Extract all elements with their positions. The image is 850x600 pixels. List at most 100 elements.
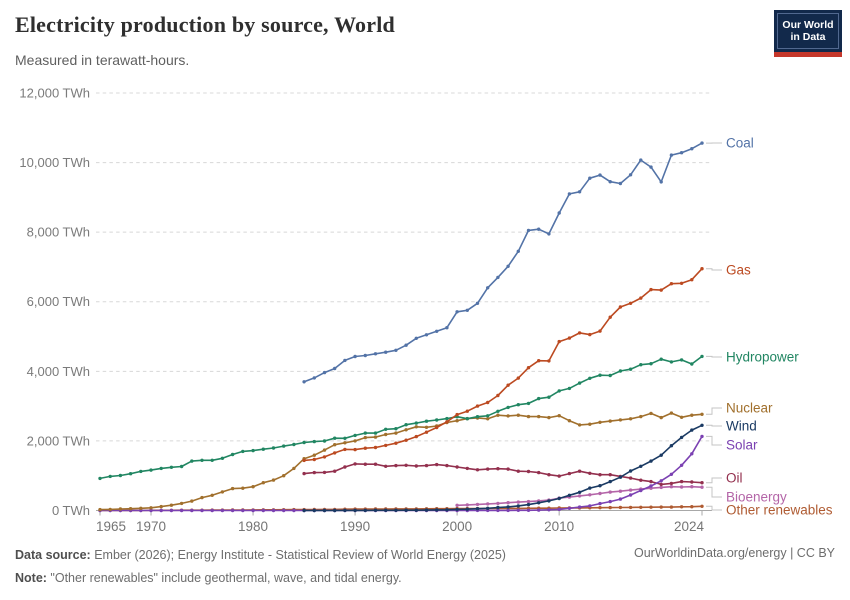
point-coal bbox=[312, 376, 316, 380]
point-wind bbox=[679, 435, 684, 440]
point-solar bbox=[241, 508, 245, 513]
point-wind bbox=[547, 499, 551, 503]
point-solar bbox=[220, 508, 225, 513]
line-hydropower[interactable] bbox=[99, 355, 703, 480]
point-oil bbox=[690, 480, 694, 484]
owid-logo-line1: Our World bbox=[782, 19, 834, 31]
point-hydropower bbox=[465, 417, 469, 421]
point-hydropower bbox=[414, 421, 418, 425]
point-oil bbox=[659, 482, 663, 487]
point-gas bbox=[577, 331, 582, 335]
point-bioenergy bbox=[577, 494, 582, 498]
line-oil[interactable] bbox=[303, 463, 703, 486]
legend-label-wind[interactable]: Wind bbox=[726, 419, 757, 434]
legend-label-other-renewables[interactable]: Other renewables bbox=[726, 503, 833, 518]
legend-label-bioenergy[interactable]: Bioenergy bbox=[726, 490, 787, 505]
point-nuclear bbox=[547, 415, 551, 420]
point-oil bbox=[577, 469, 582, 473]
point-nuclear bbox=[220, 490, 225, 494]
point-gas bbox=[506, 383, 510, 387]
point-oil bbox=[506, 467, 510, 471]
point-hydropower bbox=[690, 362, 694, 366]
point-oil bbox=[496, 467, 500, 471]
owid-logo[interactable]: Our World in Data bbox=[774, 10, 842, 57]
point-coal bbox=[537, 227, 541, 231]
point-coal bbox=[577, 190, 582, 194]
point-coal bbox=[506, 264, 510, 268]
point-coal bbox=[649, 165, 653, 169]
point-nuclear bbox=[98, 507, 102, 512]
data-source-text: Ember (2026); Energy Institute - Statist… bbox=[90, 548, 506, 562]
legend-label-nuclear[interactable]: Nuclear bbox=[726, 401, 773, 416]
point-nuclear bbox=[639, 414, 643, 419]
point-gas bbox=[373, 445, 378, 450]
point-nuclear bbox=[210, 493, 214, 497]
point-bioenergy bbox=[679, 485, 684, 489]
legend-label-gas[interactable]: Gas bbox=[726, 263, 751, 278]
legend-label-hydropower[interactable]: Hydropower bbox=[726, 350, 799, 365]
point-nuclear bbox=[526, 414, 531, 419]
point-hydropower bbox=[435, 418, 439, 422]
legend-label-coal[interactable]: Coal bbox=[726, 136, 754, 151]
note-line: Note: "Other renewables" include geother… bbox=[15, 567, 506, 590]
point-hydropower bbox=[343, 436, 347, 440]
point-hydropower bbox=[577, 381, 582, 385]
point-wind bbox=[577, 490, 582, 494]
point-coal bbox=[363, 353, 367, 358]
point-gas bbox=[414, 434, 418, 439]
point-hydropower bbox=[618, 369, 623, 373]
point-wind bbox=[343, 508, 347, 513]
point-hydropower bbox=[98, 476, 102, 481]
point-hydropower bbox=[353, 433, 357, 438]
point-nuclear bbox=[414, 425, 418, 429]
point-bioenergy bbox=[659, 485, 663, 490]
line-gas[interactable] bbox=[303, 267, 703, 462]
point-nuclear bbox=[455, 419, 459, 423]
point-oil bbox=[353, 462, 357, 466]
x-axis-tick-label: 2010 bbox=[544, 519, 574, 534]
point-gas bbox=[649, 287, 653, 292]
point-coal bbox=[557, 211, 561, 215]
point-wind bbox=[353, 508, 357, 513]
point-coal bbox=[598, 173, 602, 177]
point-hydropower bbox=[312, 439, 316, 444]
point-nuclear bbox=[200, 495, 204, 500]
point-wind bbox=[659, 453, 663, 457]
point-oil bbox=[302, 471, 306, 476]
point-hydropower bbox=[445, 416, 449, 421]
point-bioenergy bbox=[475, 502, 480, 507]
point-hydropower bbox=[679, 358, 684, 362]
point-gas bbox=[475, 404, 480, 408]
point-coal bbox=[424, 333, 429, 337]
point-hydropower bbox=[169, 465, 174, 469]
point-other-renewables bbox=[639, 505, 643, 509]
line-solar[interactable] bbox=[99, 435, 703, 512]
point-hydropower bbox=[384, 427, 388, 431]
point-bioenergy bbox=[506, 501, 510, 505]
line-wind[interactable] bbox=[303, 424, 703, 512]
point-wind bbox=[537, 501, 541, 505]
legend-label-oil[interactable]: Oil bbox=[726, 471, 743, 486]
point-oil bbox=[384, 464, 388, 468]
point-hydropower bbox=[526, 401, 531, 406]
point-wind bbox=[312, 508, 316, 513]
point-oil bbox=[333, 469, 337, 473]
point-wind bbox=[465, 507, 469, 511]
point-hydropower bbox=[649, 362, 653, 366]
point-nuclear bbox=[690, 413, 694, 417]
point-bioenergy bbox=[455, 503, 459, 507]
point-hydropower bbox=[271, 446, 276, 450]
data-source-label: Data source: bbox=[15, 548, 91, 562]
point-hydropower bbox=[363, 431, 367, 435]
line-nuclear[interactable] bbox=[99, 412, 703, 511]
footer-credit[interactable]: OurWorldinData.org/energy | CC BY bbox=[633, 546, 835, 560]
point-nuclear bbox=[506, 414, 510, 418]
point-gas bbox=[424, 430, 429, 434]
line-coal[interactable] bbox=[303, 142, 703, 383]
point-hydropower bbox=[496, 409, 500, 413]
point-coal bbox=[516, 249, 520, 253]
point-solar bbox=[271, 508, 276, 513]
point-nuclear bbox=[557, 414, 561, 418]
legend-label-solar[interactable]: Solar bbox=[726, 438, 758, 453]
